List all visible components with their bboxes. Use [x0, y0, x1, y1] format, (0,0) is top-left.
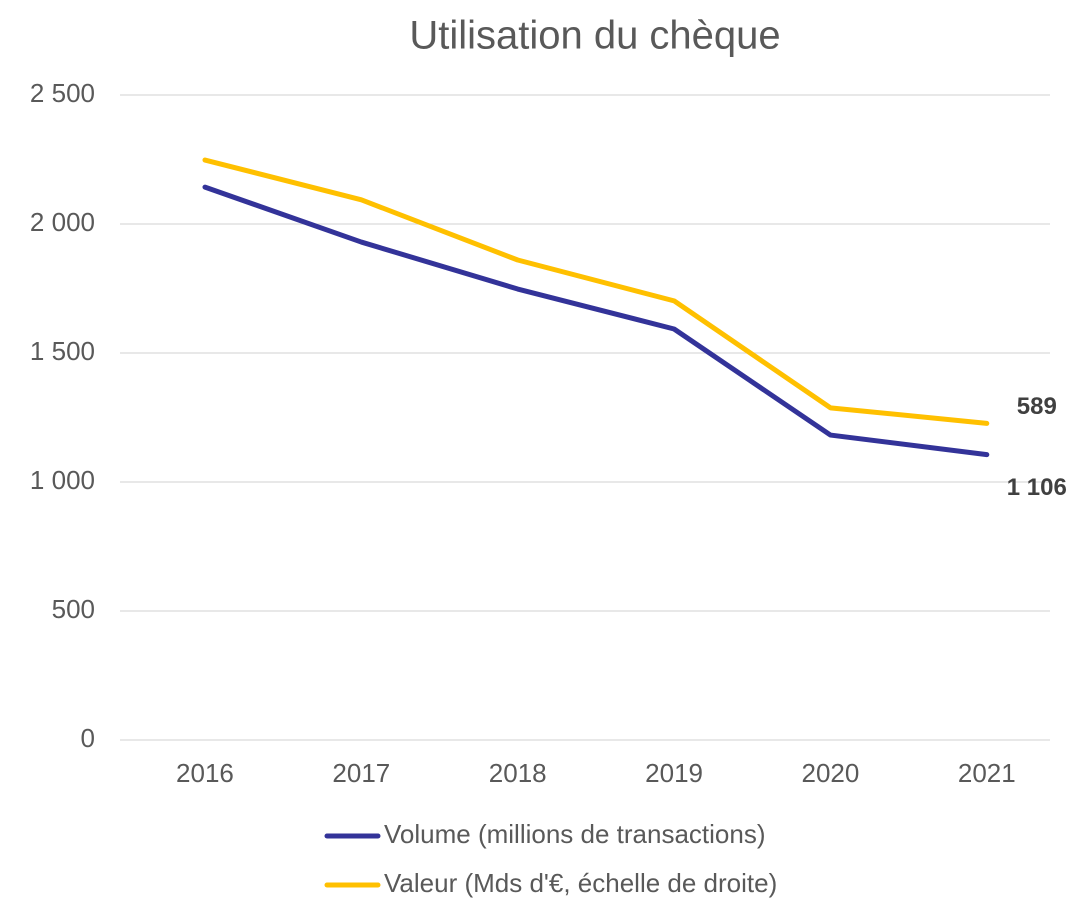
- x-tick-label: 2021: [958, 758, 1016, 788]
- data-label: 589: [1017, 393, 1057, 420]
- y-tick-label: 2 500: [30, 78, 95, 108]
- y-tick-label: 1 500: [30, 336, 95, 366]
- legend-label: Volume (millions de transactions): [384, 819, 766, 849]
- y-tick-label: 500: [52, 594, 95, 624]
- y-tick-label: 1 000: [30, 465, 95, 495]
- legend-label: Valeur (Mds d'€, échelle de droite): [384, 868, 777, 898]
- x-tick-label: 2018: [489, 758, 547, 788]
- x-tick-label: 2017: [332, 758, 390, 788]
- x-tick-label: 2016: [176, 758, 234, 788]
- data-label: 1 106: [1007, 474, 1067, 501]
- series-line: [202, 184, 990, 458]
- y-tick-label: 2 000: [30, 207, 95, 237]
- chart-title: Utilisation du chèque: [409, 14, 780, 58]
- series-line: [202, 157, 990, 426]
- y-tick-label: 0: [81, 723, 95, 753]
- x-tick-label: 2020: [802, 758, 860, 788]
- x-tick-label: 2019: [645, 758, 703, 788]
